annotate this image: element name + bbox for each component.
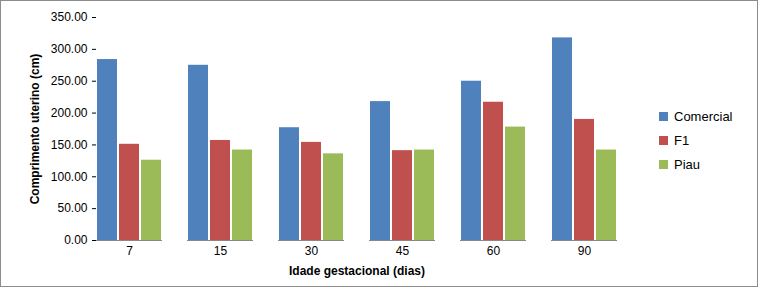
svg-text:150.00: 150.00 xyxy=(51,138,88,152)
svg-text:50.00: 50.00 xyxy=(57,201,87,215)
svg-text:200.00: 200.00 xyxy=(51,106,88,120)
svg-text:300.00: 300.00 xyxy=(51,42,88,56)
svg-text:Idade gestacional (dias): Idade gestacional (dias) xyxy=(289,264,425,278)
html-text:Comercial: Comercial xyxy=(674,109,733,124)
svg-text:100.00: 100.00 xyxy=(51,170,88,184)
svg-text:7: 7 xyxy=(126,244,133,258)
html-text:Piau: Piau xyxy=(674,157,700,172)
svg-text:45: 45 xyxy=(396,244,410,258)
svg-text:350.00: 350.00 xyxy=(51,10,88,24)
html-text:F1: F1 xyxy=(674,133,690,148)
svg-text:15: 15 xyxy=(214,244,228,258)
svg-text:Comprimento uterino (cm): Comprimento uterino (cm) xyxy=(28,54,42,205)
svg-text:250.00: 250.00 xyxy=(51,74,88,88)
svg-text:60: 60 xyxy=(487,244,501,258)
svg-text:0.00: 0.00 xyxy=(64,233,88,247)
svg-text:90: 90 xyxy=(578,244,592,258)
svg-text:30: 30 xyxy=(305,244,319,258)
